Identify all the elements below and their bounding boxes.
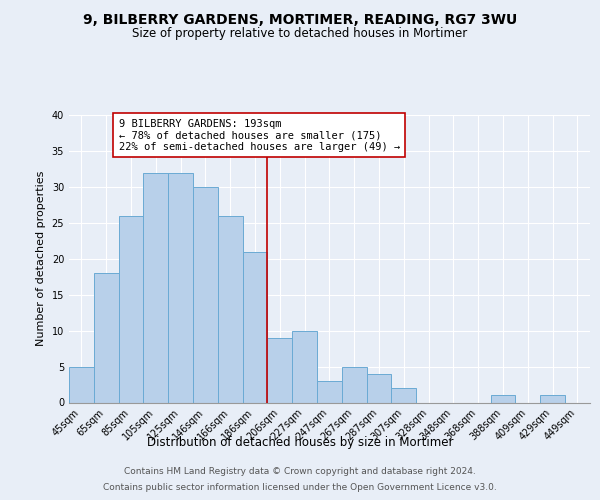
Text: 9, BILBERRY GARDENS, MORTIMER, READING, RG7 3WU: 9, BILBERRY GARDENS, MORTIMER, READING, … (83, 12, 517, 26)
Bar (143, 172, 168, 402)
Bar (342, 366, 367, 402)
Bar (268, 338, 292, 402)
Bar (168, 172, 193, 402)
Bar (367, 374, 391, 402)
Bar (218, 216, 242, 402)
Bar (491, 396, 515, 402)
Bar (193, 187, 218, 402)
Bar (292, 330, 317, 402)
Bar (69, 366, 94, 402)
Text: Distribution of detached houses by size in Mortimer: Distribution of detached houses by size … (147, 436, 453, 449)
Text: Contains HM Land Registry data © Crown copyright and database right 2024.: Contains HM Land Registry data © Crown c… (124, 467, 476, 476)
Bar (540, 396, 565, 402)
Text: 9 BILBERRY GARDENS: 193sqm
← 78% of detached houses are smaller (175)
22% of sem: 9 BILBERRY GARDENS: 193sqm ← 78% of deta… (119, 118, 400, 152)
Text: Size of property relative to detached houses in Mortimer: Size of property relative to detached ho… (133, 28, 467, 40)
Bar (317, 381, 342, 402)
Bar (119, 216, 143, 402)
Bar (242, 252, 268, 402)
Bar (391, 388, 416, 402)
Text: Contains public sector information licensed under the Open Government Licence v3: Contains public sector information licen… (103, 484, 497, 492)
Y-axis label: Number of detached properties: Number of detached properties (36, 171, 46, 346)
Bar (94, 273, 119, 402)
